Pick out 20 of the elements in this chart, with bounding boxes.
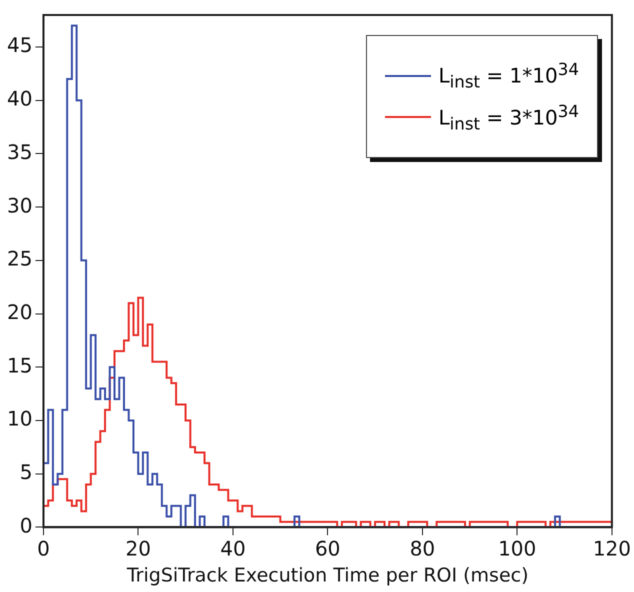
y-tick-label: 0 [20,513,32,538]
y-tick-label: 25 [6,246,32,271]
x-tick-label: 120 [592,536,632,560]
y-tick-label: 20 [6,300,32,324]
y-tick-label: 35 [6,140,32,164]
y-tick-label: 15 [6,353,32,378]
x-tick-label: 60 [314,536,340,560]
x-tick-label: 100 [498,536,536,560]
legend-label: L$_{inst}$ = 1*10$^{34}$ [438,60,579,92]
legend-label: L$_{inst}$ = 3*10$^{34}$ [438,102,579,134]
y-tick-label: 30 [6,193,32,218]
y-tick-label: 5 [20,460,32,484]
y-tick-label: 10 [6,406,32,431]
x-tick-label: 80 [410,536,436,560]
x-tick-label: 40 [220,536,246,560]
y-tick-label: 45 [6,33,32,58]
x-tick-label: 0 [37,536,50,560]
x-axis-title: TrigSiTrack Execution Time per ROI (msec) [126,564,529,587]
y-tick-label: 40 [6,86,32,111]
x-tick-label: 20 [125,536,151,560]
